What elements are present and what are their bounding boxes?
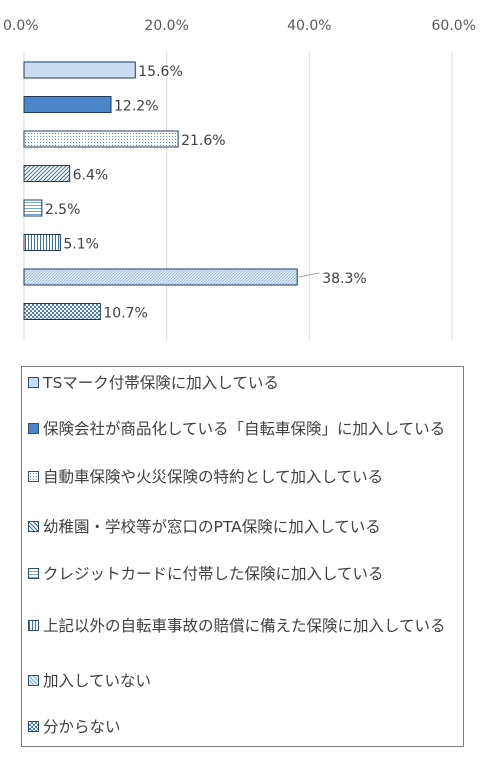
legend-swatch xyxy=(28,471,39,482)
data-label: 21.6% xyxy=(181,133,225,149)
legend-item: 分からない xyxy=(28,717,457,738)
data-label: 10.7% xyxy=(103,306,147,322)
data-label: 2.5% xyxy=(45,202,81,218)
legend-label: 加入していない xyxy=(43,672,152,690)
bars xyxy=(23,61,298,320)
bar xyxy=(23,61,136,79)
legend-swatch xyxy=(28,568,39,579)
data-label: 6.4% xyxy=(73,168,109,184)
legend-item: 保険会社が商品化している「自転車保険」に加入している xyxy=(28,419,457,440)
data-label: 15.6% xyxy=(138,64,182,80)
bar-chart: 0.0% 20.0% 40.0% 60.0% 15.6% 12.2% 21.6% 6.4% 2… xyxy=(3,18,476,340)
bar xyxy=(23,268,298,286)
x-tick-label: 20.0% xyxy=(144,18,188,34)
legend-label: クレジットカードに付帯した保険に加入している xyxy=(43,565,384,583)
data-label: 12.2% xyxy=(114,99,158,115)
legend-item: TSマーク付帯保険に加入している xyxy=(28,373,457,394)
legend-swatch xyxy=(28,721,39,732)
legend-item: 幼稚園・学校等が窓口のPTA保険に加入している xyxy=(28,517,457,538)
gridlines xyxy=(23,52,453,340)
legend-item: 上記以外の自転車事故の賠償に備えた保険に加入している xyxy=(28,616,457,637)
legend-label: 幼稚園・学校等が窓口のPTA保険に加入している xyxy=(43,518,381,536)
legend-label: 上記以外の自転車事故の賠償に備えた保険に加入している xyxy=(43,617,446,635)
x-tick-label: 60.0% xyxy=(432,18,476,34)
bar xyxy=(23,234,61,251)
x-axis-tick-labels: 0.0% 20.0% 40.0% 60.0% xyxy=(3,18,476,34)
data-labels: 15.6% 12.2% 21.6% 6.4% 2.5% 5.1% 38.3% 10.7% xyxy=(45,64,367,322)
legend-label: 保険会社が商品化している「自転車保険」に加入している xyxy=(43,420,446,438)
legend-item: 自動車保険や火災保険の特約として加入している xyxy=(28,467,457,488)
data-label-leader xyxy=(299,272,320,278)
legend: TSマーク付帯保険に加入している保険会社が商品化している「自転車保険」に加入して… xyxy=(21,366,464,747)
data-label: 38.3% xyxy=(322,271,366,287)
bar xyxy=(23,130,179,148)
legend-swatch xyxy=(28,521,39,532)
legend-swatch xyxy=(28,377,39,388)
bar xyxy=(23,96,112,113)
x-tick-label: 40.0% xyxy=(287,18,331,34)
legend-label: 分からない xyxy=(43,718,121,736)
legend-label: TSマーク付帯保険に加入している xyxy=(43,374,279,392)
legend-swatch xyxy=(28,423,39,434)
legend-swatch xyxy=(28,675,39,686)
data-label: 5.1% xyxy=(63,237,99,253)
legend-label: 自動車保険や火災保険の特約として加入している xyxy=(43,468,384,486)
legend-item: クレジットカードに付帯した保険に加入している xyxy=(28,564,457,585)
x-tick-label: 0.0% xyxy=(3,18,39,34)
legend-swatch xyxy=(28,620,39,631)
bar xyxy=(23,165,71,182)
legend-item: 加入していない xyxy=(28,671,457,692)
bar xyxy=(23,199,43,217)
bar xyxy=(23,303,101,320)
